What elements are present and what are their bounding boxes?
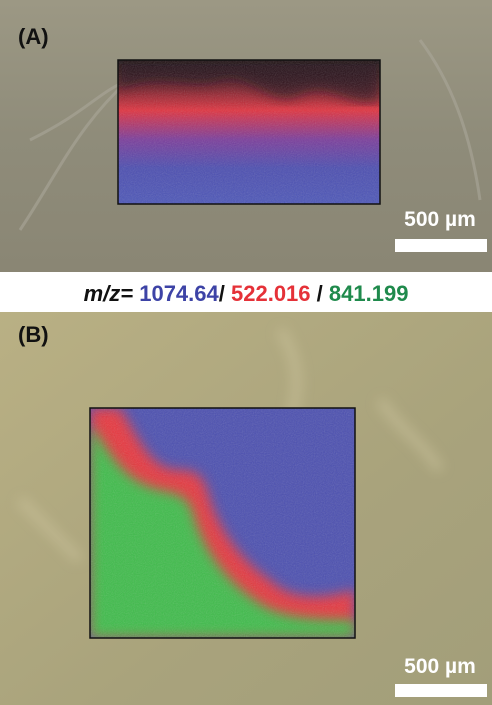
ms-image-a-frame	[117, 59, 381, 205]
ms-image-b	[90, 408, 355, 638]
legend-separator: /	[317, 281, 323, 306]
legend-separator: /	[219, 281, 225, 306]
scale-bar-label: 500 µm	[404, 208, 476, 231]
panel-label: (A)	[18, 24, 49, 49]
ms-image-b-frame	[89, 407, 356, 639]
scale-bar	[395, 684, 487, 697]
legend: m/z= 1074.64/ 522.016 / 841.199	[84, 281, 409, 306]
legend-value: 841.199	[329, 281, 409, 306]
legend-value: 522.016	[231, 281, 311, 306]
scale-bar-label: 500 µm	[404, 655, 476, 678]
panel-label: (B)	[18, 322, 49, 347]
ms-image-a	[118, 60, 380, 204]
legend-prefix: m/z=	[84, 281, 134, 306]
scale-bar	[395, 239, 487, 252]
legend-value: 1074.64	[139, 281, 219, 306]
